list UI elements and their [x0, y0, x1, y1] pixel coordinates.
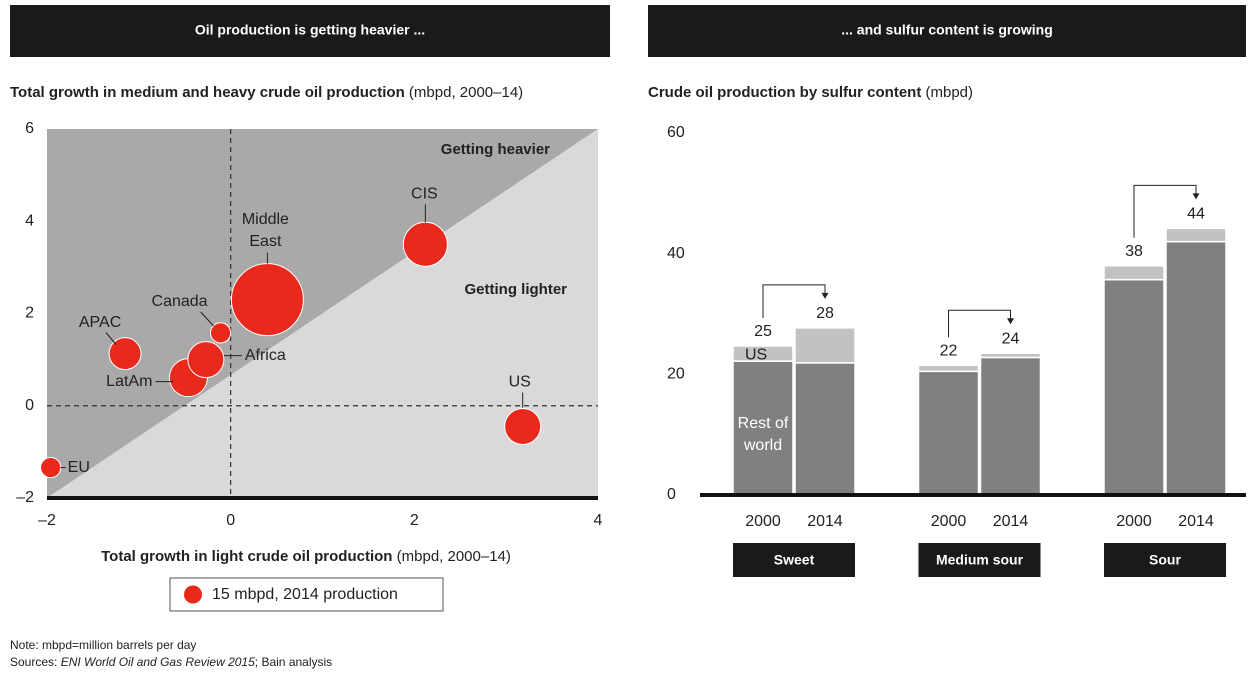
bubble — [402, 221, 448, 267]
point-label: LatAm — [106, 373, 152, 390]
sources-suffix: ; Bain analysis — [255, 655, 332, 669]
x-tick-label: 2 — [410, 512, 419, 529]
annotation: Getting heavier — [441, 141, 550, 158]
y-tick-label: –2 — [16, 489, 34, 506]
bubble — [209, 322, 232, 344]
sources-prefix: Sources: — [10, 655, 61, 669]
sources: Sources: ENI World Oil and Gas Review 20… — [10, 655, 332, 669]
bubble — [40, 456, 62, 479]
x-label-main: Total growth in light crude oil producti… — [101, 548, 392, 565]
subtitle: Total growth in medium and heavy crude o… — [10, 84, 523, 101]
bar-segment — [1103, 264, 1165, 281]
x-tick-label: 0 — [226, 512, 235, 529]
subtitle-unit: (mbpd) — [926, 84, 974, 101]
bubble — [108, 337, 142, 371]
total-label: 22 — [940, 343, 958, 360]
legend-label: 15 mbpd, 2014 production — [212, 586, 398, 603]
annotation: Getting lighter — [465, 281, 568, 298]
bar-segment — [979, 356, 1042, 496]
total-label: 28 — [816, 305, 834, 322]
arrow-head — [821, 292, 829, 299]
sources-title: ENI World Oil and Gas Review 2015 — [61, 655, 255, 669]
x-tick-label: 2014 — [993, 513, 1029, 530]
bar-segment — [732, 345, 794, 362]
arrow-head — [1192, 193, 1200, 200]
bar-segment — [794, 362, 856, 496]
x-tick-label: 2000 — [1116, 513, 1152, 530]
point-label: Middle East — [241, 210, 289, 250]
header: ... and sulfur content is growing — [841, 22, 1053, 38]
legend-marker — [184, 585, 202, 604]
bubble — [504, 408, 542, 445]
y-tick-label: 6 — [25, 120, 34, 137]
series-label: Rest of world — [737, 415, 789, 455]
y-tick-label: 0 — [667, 486, 676, 503]
header: Oil production is getting heavier ... — [195, 22, 425, 38]
bar-segment — [1165, 240, 1227, 496]
leader-line — [105, 332, 117, 345]
bar-segment — [917, 370, 980, 496]
subtitle-main: Crude oil production by sulfur content — [648, 84, 921, 101]
total-label: 24 — [1002, 330, 1020, 347]
subtitle-main: Total growth in medium and heavy crude o… — [10, 84, 405, 101]
bubble — [187, 341, 225, 379]
group-box — [733, 543, 855, 577]
x-tick-label: 2014 — [1178, 513, 1214, 530]
group-label: Sweet — [774, 552, 815, 568]
bar-segment — [979, 352, 1042, 359]
group-box — [1104, 543, 1226, 577]
point-label: APAC — [79, 314, 121, 331]
x-tick-label: 2014 — [807, 513, 843, 530]
group-label: Sour — [1149, 552, 1181, 568]
change-arrow — [1133, 184, 1197, 238]
point-label: US — [509, 374, 531, 391]
bar-segment — [794, 327, 856, 364]
y-tick-label: 0 — [25, 397, 34, 414]
x-tick-label: –2 — [38, 512, 56, 529]
y-tick-label: 2 — [25, 305, 34, 322]
change-arrow — [762, 284, 826, 318]
header-bar — [10, 5, 610, 57]
bubble — [230, 263, 304, 337]
point-label: EU — [68, 459, 90, 476]
y-tick-label: 60 — [667, 124, 685, 141]
subtitle: Crude oil production by sulfur content (… — [648, 84, 973, 101]
y-tick-label: 4 — [25, 212, 34, 229]
header-bar — [648, 5, 1246, 57]
bar-segment — [1165, 227, 1227, 243]
note: Note: mbpd=million barrels per day — [10, 638, 196, 652]
y-tick-label: 20 — [667, 366, 685, 383]
y-tick-label: 40 — [667, 245, 685, 262]
series-label: US — [745, 347, 767, 364]
x-tick-label: 2000 — [745, 513, 781, 530]
group-box — [918, 543, 1041, 577]
total-label: 38 — [1125, 243, 1143, 260]
change-arrow — [948, 309, 1011, 338]
group-label: Medium sour — [936, 552, 1024, 568]
arrow-head — [1007, 318, 1014, 325]
legend-box — [169, 577, 444, 612]
point-label: Africa — [245, 347, 286, 364]
x-axis-label: Total growth in light crude oil producti… — [101, 548, 511, 565]
bar-segment — [1103, 278, 1165, 496]
total-label: 25 — [754, 323, 772, 340]
bar-segment — [917, 364, 980, 373]
point-label: CIS — [411, 186, 438, 203]
x-tick-label: 2000 — [931, 513, 967, 530]
point-label: Canada — [152, 293, 208, 310]
leader-line — [200, 311, 214, 327]
subtitle-unit: (mbpd, 2000–14) — [409, 84, 523, 101]
x-label-unit: (mbpd, 2000–14) — [397, 548, 511, 565]
x-tick-label: 4 — [594, 512, 603, 529]
total-label: 44 — [1187, 206, 1205, 223]
